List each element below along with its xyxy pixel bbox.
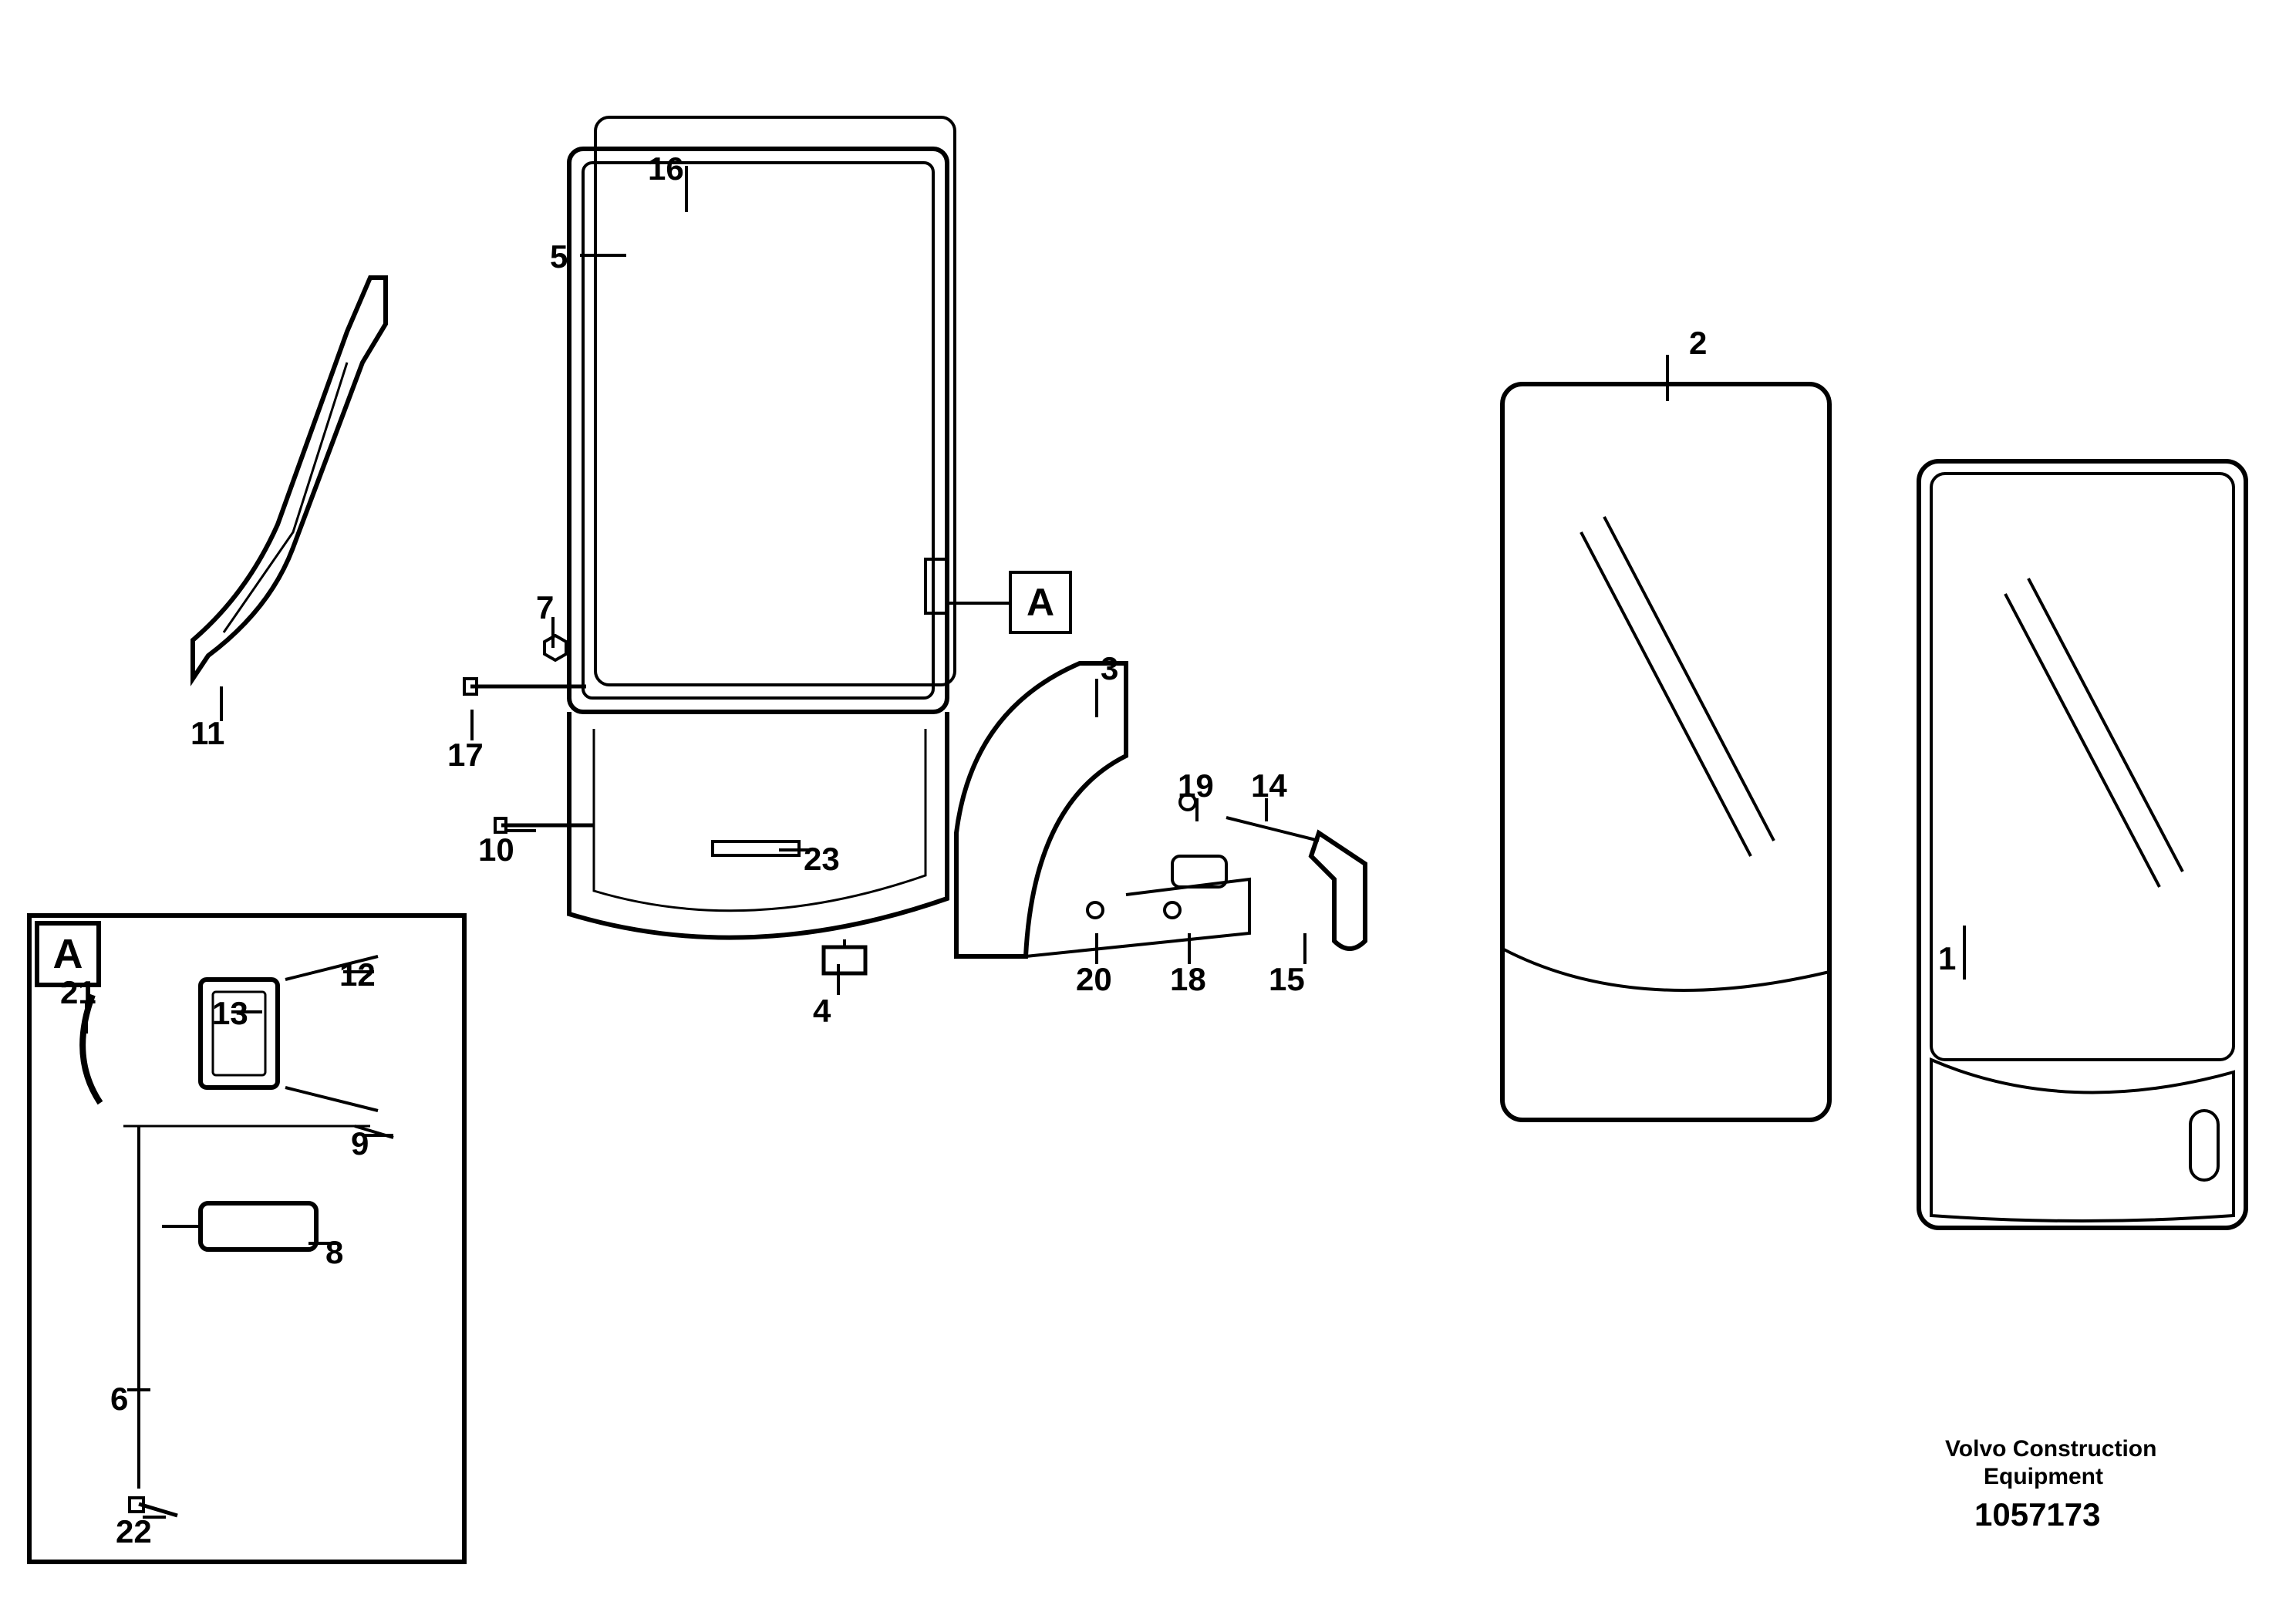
callout-17: 17	[447, 737, 484, 774]
leader-20	[1095, 933, 1098, 964]
callout-10: 10	[478, 831, 514, 868]
detail-a-latch-mechanism	[46, 949, 447, 1543]
leader-6	[127, 1388, 150, 1391]
part-glass-2	[1496, 378, 1836, 1126]
callout-2: 2	[1689, 325, 1707, 362]
leader-3	[1095, 679, 1098, 717]
leader-5	[580, 254, 626, 257]
callout-14: 14	[1251, 767, 1287, 804]
callout-15: 15	[1269, 961, 1305, 998]
callout-1: 1	[1938, 940, 1956, 977]
leader-18	[1188, 933, 1191, 964]
callout-19: 19	[1178, 767, 1214, 804]
part-nut-7	[540, 632, 571, 663]
manufacturer-line-2: Equipment	[1984, 1464, 2103, 1490]
callout-5: 5	[550, 238, 568, 275]
callout-7: 7	[536, 589, 554, 626]
part-fasteners-18-19-20	[1080, 787, 1234, 941]
part-striker-4	[818, 933, 872, 987]
leader-4	[837, 964, 840, 995]
callout-21: 21	[60, 974, 96, 1011]
callout-22: 22	[116, 1513, 152, 1550]
leader-1	[1963, 926, 1966, 980]
leader-17	[470, 710, 474, 740]
part-bolt-17	[463, 671, 602, 702]
part-door-assembly-1	[1913, 455, 2252, 1234]
callout-3: 3	[1101, 650, 1118, 687]
callout-6: 6	[110, 1381, 128, 1418]
callout-12: 12	[339, 956, 376, 993]
callout-13: 13	[212, 995, 248, 1032]
callout-8: 8	[325, 1234, 343, 1271]
leader-2	[1666, 355, 1669, 401]
part-bracket-11	[177, 270, 409, 702]
manufacturer-line-1: Volvo Construction	[1945, 1436, 2156, 1462]
callout-20: 20	[1076, 961, 1112, 998]
callout-16: 16	[648, 150, 684, 187]
callout-4: 4	[813, 993, 831, 1030]
leader-15	[1303, 933, 1306, 964]
drawing-number: 1057173	[1974, 1496, 2101, 1533]
callout-9: 9	[351, 1125, 369, 1162]
leader-16	[685, 166, 688, 212]
callout-18: 18	[1170, 961, 1206, 998]
detail-marker-a: A	[1009, 571, 1072, 634]
callout-11: 11	[190, 715, 224, 752]
callout-23: 23	[804, 841, 840, 878]
